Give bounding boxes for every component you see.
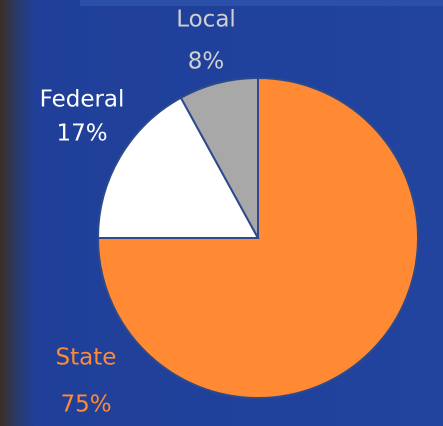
slice-label: Federal — [40, 87, 125, 113]
slice-label: Local — [176, 7, 236, 33]
slice-label: State — [56, 345, 117, 371]
top-strip — [80, 0, 443, 6]
slice-value-label: 75% — [60, 392, 111, 418]
chart: State 75% Federal 17% Local 8% — [0, 0, 443, 426]
page: State75%Federal17%Local8% (() => { const… — [0, 0, 443, 426]
slice-value-label: 8% — [188, 49, 225, 75]
slice-value-label: 17% — [56, 121, 107, 147]
